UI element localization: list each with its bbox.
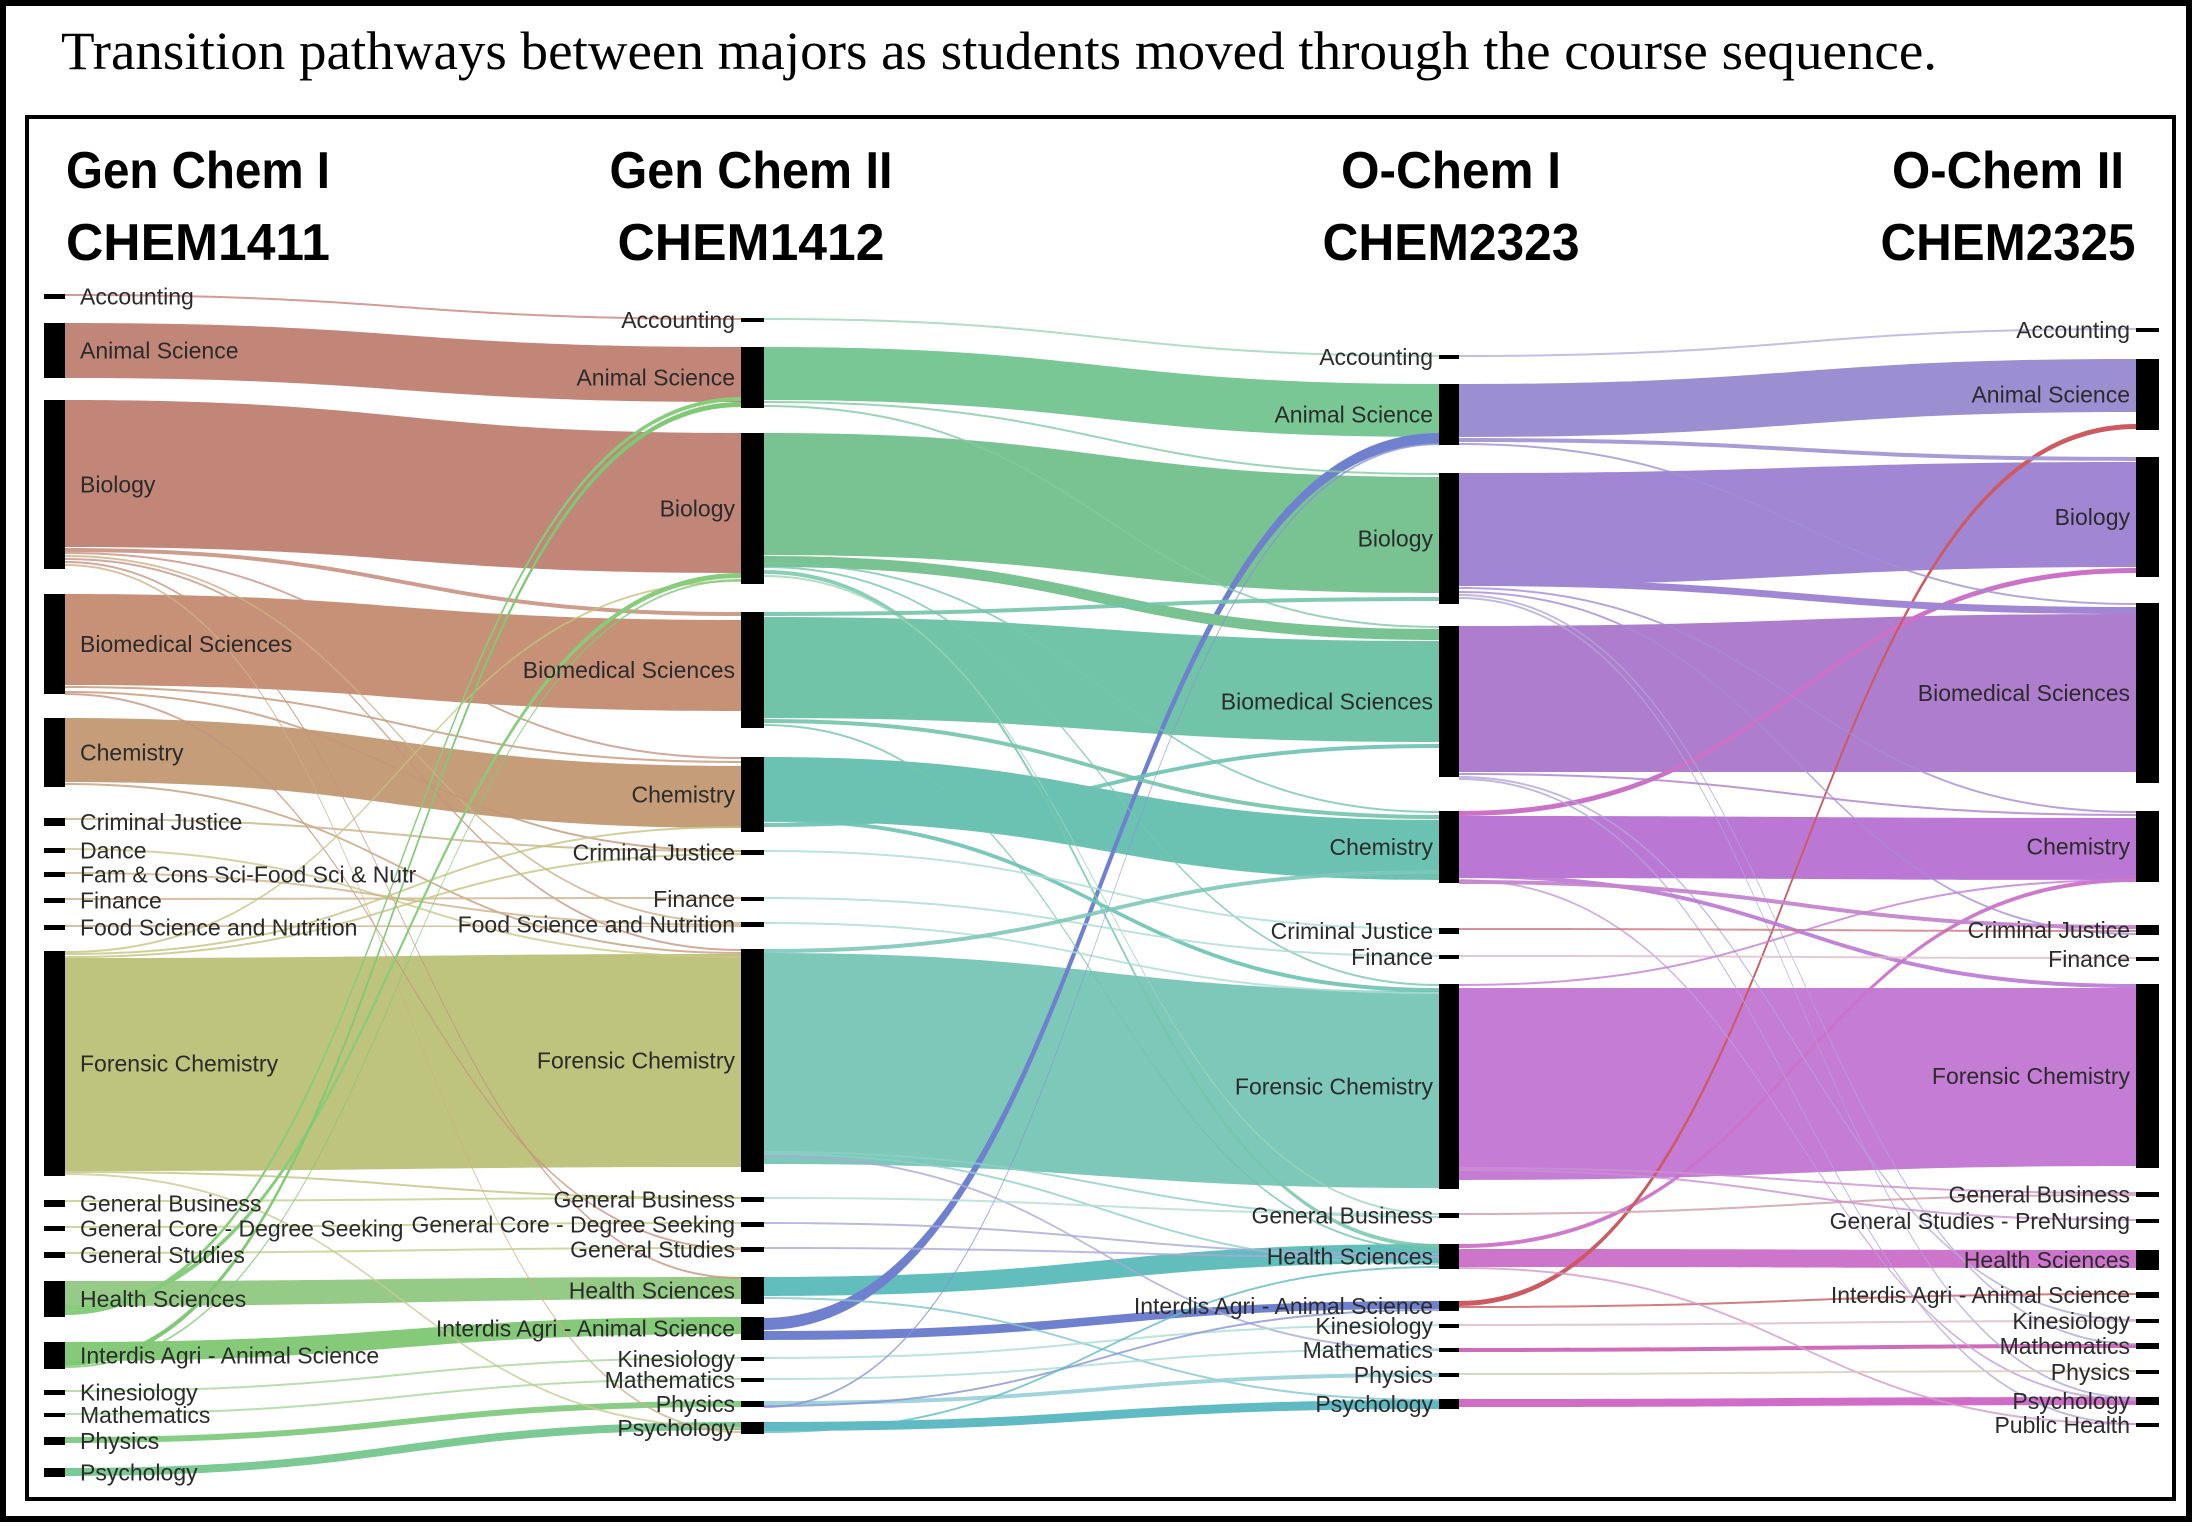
svg-text:Health Sciences: Health Sciences bbox=[569, 1278, 735, 1304]
svg-text:Physics: Physics bbox=[1354, 1362, 1433, 1388]
svg-text:Criminal Justice: Criminal Justice bbox=[573, 840, 735, 866]
svg-text:O-Chem II: O-Chem II bbox=[1892, 142, 2124, 200]
svg-text:General Business: General Business bbox=[1948, 1182, 2130, 1208]
svg-text:Biomedical Sciences: Biomedical Sciences bbox=[1221, 689, 1433, 715]
svg-text:Mathematics: Mathematics bbox=[2000, 1333, 2130, 1359]
svg-text:Transition pathways between ma: Transition pathways between majors as st… bbox=[61, 21, 1937, 81]
svg-text:General Core - Degree Seeking: General Core - Degree Seeking bbox=[80, 1216, 403, 1242]
svg-text:Kinesiology: Kinesiology bbox=[617, 1346, 735, 1372]
svg-text:Gen Chem I: Gen Chem I bbox=[66, 142, 330, 200]
svg-text:Criminal Justice: Criminal Justice bbox=[1271, 918, 1433, 944]
svg-text:Animal Science: Animal Science bbox=[80, 338, 239, 364]
svg-text:Gen Chem II: Gen Chem II bbox=[610, 142, 893, 200]
svg-text:O-Chem I: O-Chem I bbox=[1341, 142, 1561, 200]
svg-text:Psychology: Psychology bbox=[617, 1415, 735, 1441]
svg-text:Interdis Agri - Animal Science: Interdis Agri - Animal Science bbox=[1831, 1282, 2130, 1308]
svg-text:General Studies - PreNursing: General Studies - PreNursing bbox=[1830, 1208, 2130, 1234]
svg-text:General Core - Degree Seeking: General Core - Degree Seeking bbox=[412, 1212, 735, 1238]
svg-text:Health Sciences: Health Sciences bbox=[80, 1286, 246, 1312]
svg-text:Finance: Finance bbox=[2048, 946, 2130, 972]
svg-text:Accounting: Accounting bbox=[80, 284, 194, 310]
svg-text:General Studies: General Studies bbox=[570, 1237, 735, 1263]
svg-text:Interdis Agri - Animal Science: Interdis Agri - Animal Science bbox=[436, 1316, 735, 1342]
svg-text:Mathematics: Mathematics bbox=[605, 1367, 735, 1393]
svg-text:Chemistry: Chemistry bbox=[1329, 834, 1433, 860]
svg-text:Biology: Biology bbox=[660, 496, 736, 522]
svg-text:Kinesiology: Kinesiology bbox=[1315, 1313, 1433, 1339]
svg-text:General Studies: General Studies bbox=[80, 1242, 245, 1268]
svg-text:Physics: Physics bbox=[2051, 1359, 2130, 1385]
svg-text:Public Health: Public Health bbox=[1994, 1412, 2130, 1438]
svg-text:Fam & Cons Sci-Food Sci & Nutr: Fam & Cons Sci-Food Sci & Nutr bbox=[80, 862, 416, 888]
svg-text:Chemistry: Chemistry bbox=[80, 740, 184, 766]
svg-text:CHEM1411: CHEM1411 bbox=[66, 214, 330, 272]
svg-text:General Business: General Business bbox=[1251, 1203, 1433, 1229]
svg-text:CHEM1412: CHEM1412 bbox=[618, 214, 885, 272]
svg-text:Psychology: Psychology bbox=[2012, 1388, 2130, 1414]
svg-text:Biology: Biology bbox=[2055, 504, 2131, 530]
svg-text:Biology: Biology bbox=[80, 472, 156, 498]
svg-text:General Business: General Business bbox=[80, 1191, 262, 1217]
svg-text:Forensic Chemistry: Forensic Chemistry bbox=[1932, 1063, 2131, 1089]
svg-text:Forensic Chemistry: Forensic Chemistry bbox=[80, 1051, 279, 1077]
svg-text:CHEM2325: CHEM2325 bbox=[1881, 214, 2136, 272]
svg-text:Psychology: Psychology bbox=[1315, 1391, 1433, 1417]
svg-text:Animal Science: Animal Science bbox=[1274, 402, 1433, 428]
svg-text:Psychology: Psychology bbox=[80, 1460, 198, 1486]
svg-text:Interdis Agri - Animal Science: Interdis Agri - Animal Science bbox=[80, 1343, 379, 1369]
svg-text:Physics: Physics bbox=[656, 1391, 735, 1417]
svg-text:Biomedical Sciences: Biomedical Sciences bbox=[1918, 680, 2130, 706]
svg-text:Animal Science: Animal Science bbox=[1971, 382, 2130, 408]
svg-text:Chemistry: Chemistry bbox=[2026, 834, 2130, 860]
svg-text:Kinesiology: Kinesiology bbox=[2012, 1308, 2130, 1334]
svg-text:Accounting: Accounting bbox=[621, 307, 735, 333]
svg-text:Finance: Finance bbox=[1351, 944, 1433, 970]
svg-text:Mathematics: Mathematics bbox=[80, 1402, 210, 1428]
svg-text:Interdis Agri - Animal Science: Interdis Agri - Animal Science bbox=[1134, 1293, 1433, 1319]
svg-text:Mathematics: Mathematics bbox=[1303, 1337, 1433, 1363]
svg-text:Health Sciences: Health Sciences bbox=[1964, 1247, 2130, 1273]
svg-text:Biomedical Sciences: Biomedical Sciences bbox=[523, 657, 735, 683]
svg-text:Criminal Justice: Criminal Justice bbox=[1968, 917, 2130, 943]
svg-text:General Business: General Business bbox=[553, 1187, 735, 1213]
svg-text:Accounting: Accounting bbox=[2016, 317, 2130, 343]
svg-text:Food Science and Nutrition: Food Science and Nutrition bbox=[80, 915, 357, 941]
svg-text:Biomedical Sciences: Biomedical Sciences bbox=[80, 631, 292, 657]
svg-text:Criminal Justice: Criminal Justice bbox=[80, 809, 242, 835]
svg-text:Biology: Biology bbox=[1358, 526, 1434, 552]
svg-text:Forensic Chemistry: Forensic Chemistry bbox=[537, 1048, 736, 1074]
svg-text:Kinesiology: Kinesiology bbox=[80, 1380, 198, 1406]
svg-text:Accounting: Accounting bbox=[1319, 344, 1433, 370]
svg-text:Finance: Finance bbox=[653, 886, 735, 912]
svg-text:Physics: Physics bbox=[80, 1428, 159, 1454]
svg-text:CHEM2323: CHEM2323 bbox=[1323, 214, 1580, 272]
svg-text:Food Science and Nutrition: Food Science and Nutrition bbox=[458, 912, 735, 938]
svg-text:Chemistry: Chemistry bbox=[631, 782, 735, 808]
svg-text:Finance: Finance bbox=[80, 888, 162, 914]
svg-text:Animal Science: Animal Science bbox=[576, 365, 735, 391]
svg-text:Dance: Dance bbox=[80, 838, 146, 864]
svg-text:Health Sciences: Health Sciences bbox=[1267, 1244, 1433, 1270]
svg-text:Forensic Chemistry: Forensic Chemistry bbox=[1235, 1074, 1434, 1100]
